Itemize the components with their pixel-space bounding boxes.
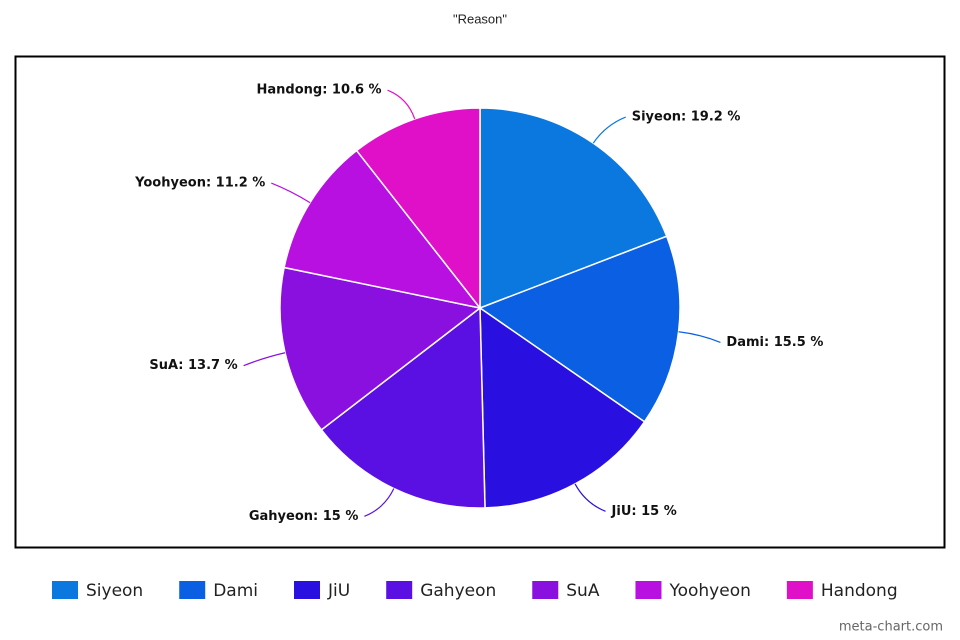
leader-line — [574, 483, 606, 512]
data-label: Siyeon: 19.2 % — [632, 110, 741, 125]
leader-line — [678, 331, 721, 343]
data-label: SuA: 13.7 % — [149, 358, 237, 373]
data-label: Handong: 10.6 % — [257, 83, 382, 98]
pie-slice — [479, 306, 646, 509]
leader-line — [271, 182, 311, 204]
leader-line — [364, 488, 395, 517]
legend-label: Yoohyeon — [668, 581, 750, 601]
legend-swatch — [294, 581, 321, 599]
data-label: Dami: 15.5 % — [726, 335, 823, 350]
data-label: Gahyeon: 15 % — [249, 509, 359, 524]
data-label: Yoohyeon: 11.2 % — [134, 176, 265, 191]
chart-title: "Reason" — [453, 11, 507, 26]
legend-label: Siyeon — [86, 581, 143, 601]
legend-swatch — [532, 581, 559, 599]
legend-swatch — [786, 581, 813, 599]
data-label: JiU: 15 % — [611, 504, 677, 519]
legend-label: Gahyeon — [420, 581, 496, 601]
legend-label: SuA — [566, 581, 600, 601]
pie-slice — [479, 107, 668, 310]
leader-line — [387, 89, 416, 120]
legend-label: JiU — [327, 581, 350, 601]
legend-label: Dami — [213, 581, 258, 601]
legend-swatch — [179, 581, 206, 599]
leader-line — [592, 116, 626, 144]
leader-line — [243, 352, 286, 367]
watermark: meta-chart.com — [839, 620, 943, 635]
legend-swatch — [386, 581, 413, 599]
pie-slice — [320, 306, 486, 509]
legend-swatch — [52, 581, 78, 599]
legend-label: Handong — [821, 581, 898, 601]
pie-slice — [478, 235, 681, 423]
pie-slice — [279, 266, 482, 431]
plot-frame — [14, 55, 946, 549]
legend-swatch — [635, 581, 662, 599]
